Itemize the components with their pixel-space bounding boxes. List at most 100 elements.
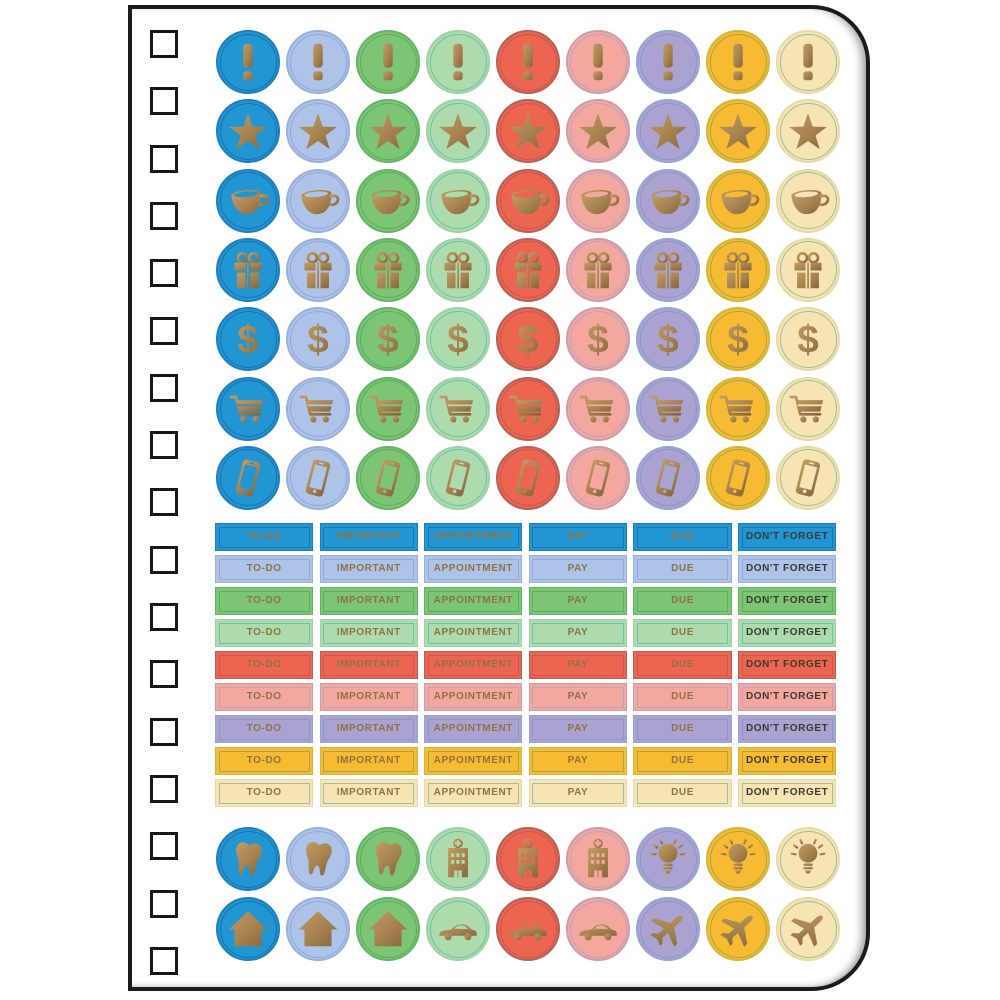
label-text: APPOINTMENT xyxy=(433,755,514,767)
sticker-shopping-cart-cream xyxy=(776,376,840,441)
sticker-label-red: IMPORTANT xyxy=(319,651,418,680)
label-text: IMPORTANT xyxy=(336,659,401,671)
sticker-exclamation-red xyxy=(496,30,560,94)
label-text: DUE xyxy=(671,531,694,543)
sticker-hospital-mint xyxy=(426,827,490,891)
sticker-lightbulb-cream xyxy=(776,827,840,891)
sticker-label-gold: DON'T FORGET xyxy=(738,747,837,776)
label-text: IMPORTANT xyxy=(336,691,401,703)
sticker-exclamation-purple xyxy=(636,30,700,94)
sticker-exclamation-mint xyxy=(426,30,490,94)
sticker-star-blue xyxy=(216,99,280,164)
sticker-label-blue: DUE xyxy=(633,523,732,552)
label-text: IMPORTANT xyxy=(336,755,401,767)
label-text: DUE xyxy=(671,627,694,639)
house-icon xyxy=(223,904,273,954)
spiral-hole xyxy=(150,488,178,517)
sticker-dollar-green xyxy=(356,307,420,372)
sticker-label-blue: PAY xyxy=(528,523,628,552)
sticker-label-red: APPOINTMENT xyxy=(424,651,523,680)
sticker-label-cream: DON'T FORGET xyxy=(738,779,837,808)
sticker-label-blue: DON'T FORGET xyxy=(738,523,837,552)
sticker-label-periwinkle: PAY xyxy=(528,555,628,584)
sticker-house-periwinkle xyxy=(286,897,350,961)
bottom-sticker-grid xyxy=(132,9,866,987)
sticker-smartphone-periwinkle xyxy=(286,445,350,510)
label-text: PAY xyxy=(567,755,589,767)
lightbulb-icon xyxy=(643,834,693,884)
label-text: IMPORTANT xyxy=(336,787,401,799)
sticker-label-salmon: PAY xyxy=(528,683,628,712)
label-text: APPOINTMENT xyxy=(433,723,514,735)
sticker-exclamation-blue xyxy=(216,30,280,94)
sticker-car-red xyxy=(496,897,560,961)
sticker-star-periwinkle xyxy=(286,99,350,164)
sticker-smartphone-gold xyxy=(706,445,770,510)
sticker-hospital-red xyxy=(496,827,560,891)
sticker-exclamation-gold xyxy=(706,30,770,94)
sticker-label-gold: TO-DO xyxy=(215,747,314,776)
sticker-label-cream: PAY xyxy=(528,779,628,808)
sticker-gift-green xyxy=(356,237,420,302)
label-text: APPOINTMENT xyxy=(433,595,514,607)
label-text: TO-DO xyxy=(246,691,282,703)
label-text: APPOINTMENT xyxy=(433,787,514,799)
spiral-hole xyxy=(150,144,178,173)
label-text: IMPORTANT xyxy=(336,563,401,575)
sticker-smartphone-blue xyxy=(216,445,280,510)
label-text: APPOINTMENT xyxy=(433,531,514,543)
sticker-shopping-cart-gold xyxy=(706,376,770,441)
sticker-label-purple: DON'T FORGET xyxy=(738,715,837,744)
house-icon xyxy=(293,904,343,954)
sticker-label-cream: APPOINTMENT xyxy=(424,779,523,808)
sticker-label-cream: TO-DO xyxy=(215,779,314,808)
sticker-dollar-red xyxy=(496,307,560,372)
sticker-gift-salmon xyxy=(566,237,630,302)
sticker-airplane-cream xyxy=(776,897,840,961)
sticker-label-green: IMPORTANT xyxy=(319,587,418,616)
spiral-hole xyxy=(150,946,178,975)
spiral-hole xyxy=(150,545,178,574)
sticker-dollar-salmon xyxy=(566,307,630,372)
label-text: DON'T FORGET xyxy=(745,755,829,767)
label-text: PAY xyxy=(567,691,589,703)
label-text: DON'T FORGET xyxy=(745,787,829,799)
sticker-star-salmon xyxy=(566,99,630,164)
sticker-label-periwinkle: DUE xyxy=(633,555,732,584)
sticker-dollar-periwinkle xyxy=(286,307,350,372)
car-icon xyxy=(433,904,483,954)
label-text: DUE xyxy=(671,595,694,607)
label-text: PAY xyxy=(567,595,589,607)
sticker-label-periwinkle: TO-DO xyxy=(215,555,314,584)
top-sticker-grid xyxy=(132,9,866,987)
sticker-label-periwinkle: DON'T FORGET xyxy=(738,555,837,584)
lightbulb-icon xyxy=(713,834,763,884)
sticker-smartphone-salmon xyxy=(566,445,630,510)
sticker-smartphone-red xyxy=(496,445,560,510)
sticker-house-blue xyxy=(216,897,280,961)
sticker-gift-purple xyxy=(636,237,700,302)
lightbulb-icon xyxy=(783,834,833,884)
sticker-label-green: DON'T FORGET xyxy=(738,587,837,616)
sticker-exclamation-green xyxy=(356,30,420,94)
hospital-icon xyxy=(503,834,553,884)
sticker-label-red: DON'T FORGET xyxy=(738,651,837,680)
sticker-shopping-cart-mint xyxy=(426,376,490,441)
label-text: IMPORTANT xyxy=(336,595,401,607)
spiral-hole xyxy=(150,373,178,402)
sticker-label-green: APPOINTMENT xyxy=(424,587,523,616)
spiral-hole xyxy=(150,832,178,861)
sticker-label-salmon: DUE xyxy=(633,683,732,712)
sticker-exclamation-salmon xyxy=(566,30,630,94)
spiral-hole xyxy=(150,717,178,746)
sticker-label-gold: IMPORTANT xyxy=(319,747,418,776)
car-icon xyxy=(573,904,623,954)
label-text: PAY xyxy=(567,531,589,543)
sticker-coffee-cup-cream xyxy=(776,168,840,233)
sticker-car-mint xyxy=(426,897,490,961)
sticker-label-periwinkle: IMPORTANT xyxy=(319,555,418,584)
sticker-label-purple: TO-DO xyxy=(215,715,314,744)
sticker-coffee-cup-salmon xyxy=(566,168,630,233)
label-text: IMPORTANT xyxy=(336,723,401,735)
label-text: DON'T FORGET xyxy=(745,723,829,735)
